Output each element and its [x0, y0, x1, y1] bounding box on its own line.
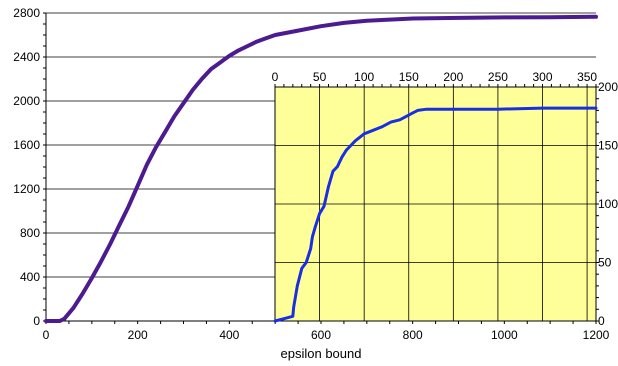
inset-x-tick-label: 0	[272, 70, 279, 84]
inset-series-line	[273, 106, 598, 323]
y-tick-label: 1200	[13, 182, 40, 196]
series-line	[44, 14, 598, 323]
y-tick-label: 1600	[13, 138, 40, 152]
inset-y-tick-label: 50	[598, 256, 612, 270]
y-tick-label: 800	[20, 226, 40, 240]
inset-x-tick-label: 50	[313, 70, 327, 84]
inset-x-tick-label: 350	[577, 70, 597, 84]
y-tick-label: 2000	[13, 94, 40, 108]
inset-y-tick-label: 200	[598, 80, 618, 94]
x-tick-label: 1000	[491, 328, 518, 342]
inset-x-tick-label: 150	[399, 70, 419, 84]
inset-y-tick-label: 0	[598, 314, 605, 328]
y-tick-label: 400	[20, 270, 40, 284]
inset-x-tick-label: 300	[532, 70, 552, 84]
inset-y-tick-label: 100	[598, 197, 618, 211]
inset-y-tick-label: 150	[598, 139, 618, 153]
x-tick-label: 400	[219, 328, 239, 342]
x-tick-label: 1200	[583, 328, 610, 342]
x-tick-label: 200	[128, 328, 148, 342]
inset-x-tick-label: 200	[443, 70, 463, 84]
x-tick-label: 0	[43, 328, 50, 342]
x-tick-label: 800	[403, 328, 423, 342]
inset-x-tick-label: 100	[354, 70, 374, 84]
inset-plot: 0 50 100 150 200 250 300 350 0 50 100 150 200	[272, 70, 618, 328]
x-axis-label: epsilon bound	[281, 346, 362, 361]
y-tick-label: 2800	[13, 6, 40, 20]
inset-x-tick-label: 250	[488, 70, 508, 84]
y-tick-label: 2400	[13, 50, 40, 64]
x-tick-label: 600	[311, 328, 331, 342]
y-tick-label: 0	[33, 314, 40, 328]
